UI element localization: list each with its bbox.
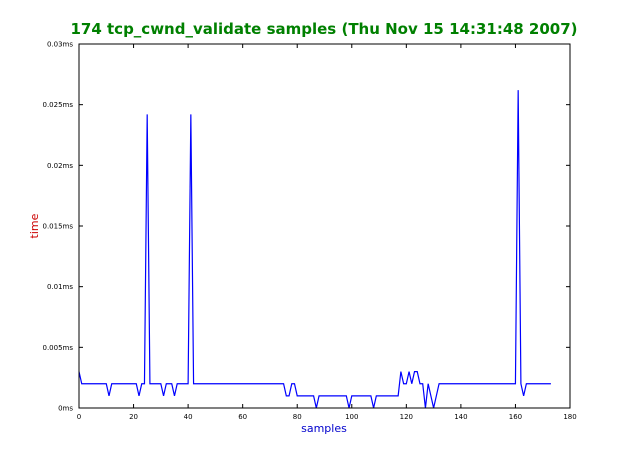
y-tick-label: 0.01ms [47,283,73,291]
y-tick-label: 0.02ms [47,162,73,170]
x-tick-label: 120 [400,413,413,421]
x-tick-label: 180 [563,413,576,421]
y-tick-label: 0.025ms [42,101,73,109]
chart-title: 174 tcp_cwnd_validate samples (Thu Nov 1… [70,20,577,38]
x-tick-label: 160 [509,413,522,421]
y-axis-label: time [28,213,41,238]
plot-area [78,90,551,409]
x-tick-label: 80 [293,413,302,421]
x-tick-label: 140 [454,413,467,421]
series-line [78,90,551,409]
x-tick-label: 60 [238,413,247,421]
plot-frame [78,43,571,409]
x-axis-label: samples [301,422,347,435]
y-tick-label: 0.005ms [42,344,73,352]
y-tick-label: 0.03ms [47,41,73,49]
axis-ticks: 0 20 40 60 80 100 120 140 160 180 0ms 0.005ms 0.01ms… [42,41,576,422]
y-tick-label: 0ms [58,405,73,413]
x-tick-label: 40 [184,413,193,421]
x-tick-label: 20 [129,413,138,421]
y-tick-label: 0.015ms [42,223,73,231]
x-tick-label: 100 [345,413,358,421]
x-tick-label: 0 [77,413,81,421]
